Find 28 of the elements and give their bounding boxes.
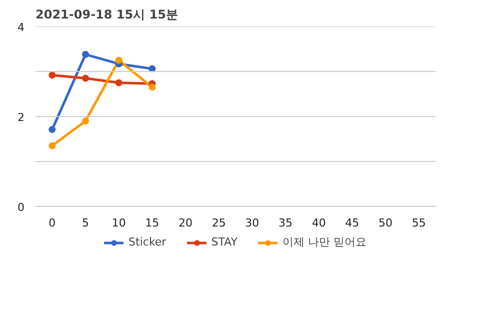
x-tick-label: 35 — [278, 216, 292, 230]
x-tick-label: 15 — [145, 216, 160, 230]
x-tick-label: 50 — [378, 216, 392, 230]
y-tick-label: 2 — [18, 111, 24, 124]
x-tick-label: 40 — [312, 216, 326, 230]
point — [48, 142, 56, 150]
chart-title: 2021-09-18 15시 15분 — [36, 8, 178, 22]
point — [115, 56, 122, 64]
legend-label: Sticker — [128, 236, 166, 248]
x-tick-label: 20 — [178, 216, 192, 230]
y-tick-label: 0 — [18, 201, 24, 214]
x-tick-label: 45 — [345, 216, 360, 230]
point — [82, 50, 89, 58]
x-tick-label: 5 — [82, 216, 89, 230]
legend-label: 이제 나만 믿어요 — [282, 234, 366, 250]
point — [82, 118, 89, 124]
x-tick-label: 55 — [412, 216, 426, 230]
y-tick-label: 4 — [18, 21, 24, 34]
point — [48, 72, 56, 79]
x-tick-label: 0 — [48, 216, 56, 230]
point — [115, 79, 122, 86]
legend-label: STAY — [211, 236, 238, 248]
x-tick-label: 30 — [245, 216, 260, 230]
x-tick-label: 10 — [112, 216, 126, 230]
point — [148, 84, 156, 91]
point — [48, 126, 56, 134]
x-tick-label: 25 — [212, 216, 226, 230]
point — [82, 74, 89, 82]
